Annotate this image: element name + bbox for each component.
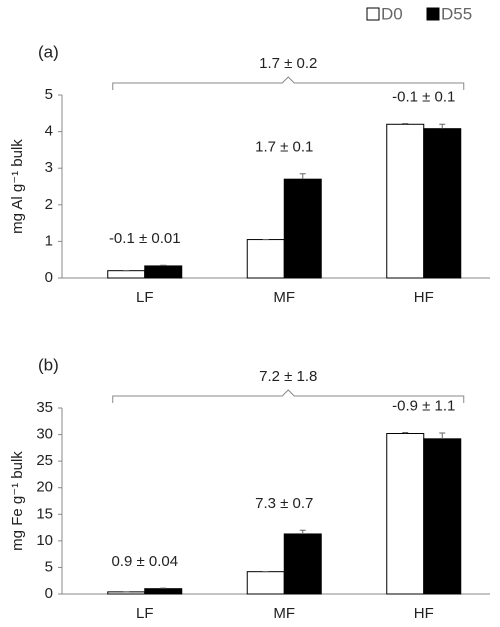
error-bar xyxy=(160,587,167,589)
y-tick-label: 0 xyxy=(45,585,53,602)
category-annotation: -0.9 ± 1.1 xyxy=(392,397,455,414)
category-annotation: 1.7 ± 0.1 xyxy=(255,139,313,156)
error-bar xyxy=(402,123,409,125)
category-annotation: -0.1 ± 0.01 xyxy=(109,230,181,247)
y-tick-label: 5 xyxy=(45,86,53,103)
error-bar xyxy=(402,431,409,434)
bar xyxy=(283,533,322,595)
error-bar xyxy=(439,123,446,129)
x-tick-label: HF xyxy=(414,605,434,622)
bracket xyxy=(112,389,465,403)
x-tick-label: MF xyxy=(273,289,295,306)
error-bar xyxy=(299,529,306,534)
bar xyxy=(423,128,462,279)
bar xyxy=(246,239,285,279)
bar xyxy=(107,270,146,279)
bar xyxy=(144,588,183,595)
legend-swatch xyxy=(426,7,440,21)
y-tick-label: 2 xyxy=(45,196,53,213)
bar xyxy=(423,438,462,595)
legend-swatch xyxy=(366,7,380,21)
error-bar xyxy=(160,264,167,266)
y-axis-label: mg Fe g⁻¹ bulk xyxy=(9,451,26,551)
panel-label: (b) xyxy=(38,355,59,374)
y-tick-label: 0 xyxy=(45,269,53,286)
y-tick-label: 5 xyxy=(45,558,53,575)
overall-annotation: 7.2 ± 1.8 xyxy=(259,368,317,385)
x-tick-label: HF xyxy=(414,289,434,306)
y-tick-label: 15 xyxy=(36,505,53,522)
category-annotation: 0.9 ± 0.04 xyxy=(111,553,178,570)
y-tick-label: 1 xyxy=(45,232,53,249)
y-axis-label: mg Al g⁻¹ bulk xyxy=(9,139,26,234)
y-tick-label: 30 xyxy=(36,426,53,443)
bar xyxy=(386,433,425,595)
x-tick-label: MF xyxy=(273,605,295,622)
error-bar xyxy=(439,432,446,439)
y-tick-label: 3 xyxy=(45,159,53,176)
error-bar xyxy=(299,173,306,180)
bar xyxy=(283,178,322,279)
bar xyxy=(246,571,285,595)
y-tick-label: 35 xyxy=(36,399,53,416)
category-annotation: -0.1 ± 0.1 xyxy=(392,89,455,106)
bar xyxy=(144,265,183,279)
bar xyxy=(386,123,425,279)
y-tick-label: 25 xyxy=(36,452,53,469)
y-tick-label: 20 xyxy=(36,479,53,496)
category-annotation: 7.3 ± 0.7 xyxy=(255,495,313,512)
x-tick-label: LF xyxy=(136,289,154,306)
x-tick-label: LF xyxy=(136,605,154,622)
legend-label: D55 xyxy=(441,4,472,23)
y-tick-label: 4 xyxy=(45,123,53,140)
y-tick-label: 10 xyxy=(36,532,53,549)
overall-annotation: 1.7 ± 0.2 xyxy=(259,55,317,72)
legend-label: D0 xyxy=(381,4,403,23)
panel-label: (a) xyxy=(38,42,59,61)
bracket xyxy=(112,76,465,90)
